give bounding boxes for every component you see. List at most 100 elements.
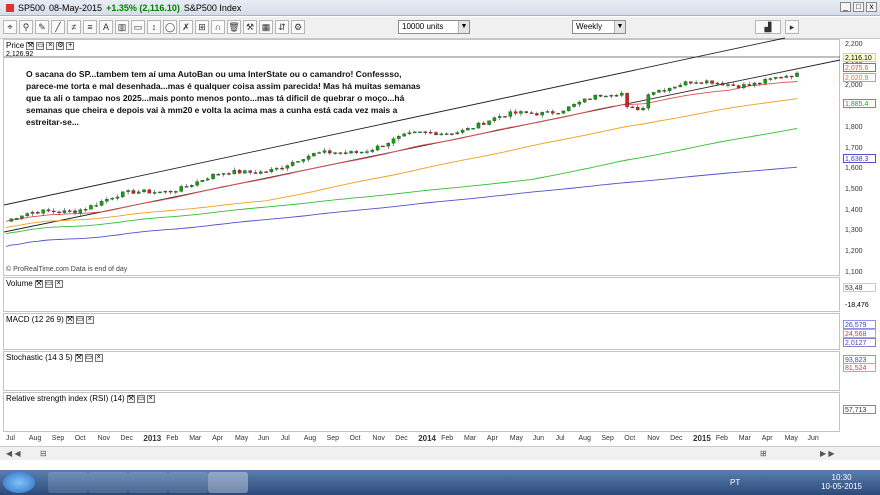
wrench-icon[interactable]: ⚒: [126, 394, 135, 403]
candle-body: [338, 152, 343, 154]
ellipse-icon[interactable]: ◯: [163, 20, 177, 34]
candle-body: [237, 170, 242, 174]
timeframe-select[interactable]: Weekly ▼: [572, 20, 626, 34]
trash-icon[interactable]: 🗑: [227, 20, 241, 34]
zoom-icon[interactable]: ⚲: [19, 20, 33, 34]
candle-body: [62, 210, 67, 213]
candle-body: [492, 117, 497, 121]
scroll-left-icon[interactable]: ◀ ◀: [6, 449, 21, 458]
price-axis-tick: 1,800: [845, 123, 863, 131]
magnet-icon[interactable]: ∩: [211, 20, 225, 34]
zoom-in-icon[interactable]: ⊞: [760, 449, 767, 458]
wrench-icon[interactable]: ⚒: [34, 279, 43, 288]
text-icon[interactable]: A: [99, 20, 113, 34]
candle-body: [344, 152, 348, 154]
wrench-icon[interactable]: ⚒: [26, 41, 35, 50]
candle-body: [52, 210, 56, 213]
close-icon[interactable]: ×: [54, 279, 63, 288]
start-button[interactable]: [3, 472, 35, 493]
candle-body: [572, 104, 576, 107]
window-icon[interactable]: ▭: [44, 279, 53, 288]
tools-icon[interactable]: ⚒: [243, 20, 257, 34]
close-icon[interactable]: ×: [94, 353, 103, 362]
scroll-right-icon[interactable]: ▶ ▶: [820, 449, 835, 458]
measure-icon[interactable]: ⊞: [195, 20, 209, 34]
channel-upper-line[interactable]: [3, 37, 786, 206]
wrench-icon[interactable]: ⚒: [74, 353, 83, 362]
language-indicator[interactable]: PT: [730, 478, 741, 487]
time-axis-label: Mar: [464, 435, 477, 442]
bars-icon[interactable]: ▥: [115, 20, 129, 34]
chart-type-icon[interactable]: ▟: [755, 20, 781, 34]
candle-body: [763, 79, 767, 84]
close-button[interactable]: x: [866, 2, 877, 12]
macd-value1: 26,579: [843, 320, 876, 329]
time-axis-label: Jun: [807, 435, 819, 442]
calculator-icon[interactable]: ▦: [259, 20, 273, 34]
time-axis-label: Nov: [647, 435, 660, 442]
pencil-icon[interactable]: ✎: [35, 20, 49, 34]
window-icon[interactable]: ▭: [36, 41, 45, 50]
units-select[interactable]: 10000 units ▼: [398, 20, 470, 34]
taskbar-firefox-icon[interactable]: [168, 472, 208, 493]
more-icon[interactable]: ▸: [785, 20, 799, 34]
wrench-icon[interactable]: ⚒: [65, 315, 74, 324]
add-icon[interactable]: +: [66, 41, 75, 50]
close-icon[interactable]: ×: [85, 315, 94, 324]
minimize-button[interactable]: _: [840, 2, 851, 12]
candle-body: [710, 80, 714, 84]
arrows-icon[interactable]: ⇵: [275, 20, 289, 34]
time-axis-label: May: [509, 435, 524, 442]
window-icon[interactable]: ▭: [136, 394, 145, 403]
taskbar-prorealtime-icon[interactable]: [208, 472, 248, 493]
chart-settings-icon[interactable]: ⚙: [291, 20, 305, 34]
window-icon[interactable]: ▭: [75, 315, 84, 324]
status-bar: ◀ ◀ ⊟ ⊞ ▶ ▶: [0, 446, 880, 460]
close-icon[interactable]: ×: [146, 394, 155, 403]
moving-average-line: [5, 128, 798, 235]
stochastic-panel-header: Stochastic (14 3 5) ⚒ ▭ ×: [6, 353, 103, 362]
line-icon[interactable]: ╱: [51, 20, 65, 34]
candle-body: [296, 161, 300, 163]
maximize-button[interactable]: □: [853, 2, 864, 12]
watermark: © ProRealTime.com Data is end of day: [6, 266, 128, 273]
time-axis-label: Jun: [257, 435, 270, 442]
taskbar-explorer-icon[interactable]: [48, 472, 88, 493]
cursor-icon[interactable]: ⌖: [3, 20, 17, 34]
taskbar-chrome-icon[interactable]: [88, 472, 128, 493]
candle-body: [795, 72, 799, 77]
price-axis-tick: 1,300: [845, 227, 863, 235]
rectangle-icon[interactable]: ▭: [131, 20, 145, 34]
moving-average-line: [5, 81, 798, 222]
arrow-icon[interactable]: ↕: [147, 20, 161, 34]
system-clock[interactable]: 10:30 10-05-2015: [821, 473, 862, 491]
taskbar-folder-icon[interactable]: [128, 472, 168, 493]
index-name: S&P500 Index: [183, 2, 242, 13]
annotation-text[interactable]: O sacana do SP...tambem tem aí uma AutoB…: [26, 69, 421, 127]
candle-body: [428, 131, 433, 134]
close-icon[interactable]: ×: [46, 41, 55, 50]
macd-value2: 24,568: [843, 329, 876, 338]
channel-icon[interactable]: ≠: [67, 20, 81, 34]
window-icon[interactable]: ▭: [84, 353, 93, 362]
candle-body: [99, 201, 104, 206]
delete-icon[interactable]: ✗: [179, 20, 193, 34]
time-axis-label: Apr: [212, 435, 223, 442]
candle-body: [402, 133, 406, 137]
ma200-box: 1,638.3: [843, 154, 876, 163]
candle-body: [195, 181, 199, 186]
time-axis-label: Oct: [74, 435, 86, 442]
zoom-out-icon[interactable]: ⊟: [40, 449, 47, 458]
candle-body: [105, 199, 109, 202]
time-axis-label: Jul: [6, 435, 15, 442]
candle-body: [566, 106, 571, 112]
candle-body: [322, 150, 327, 153]
time-axis-label: Oct: [624, 435, 636, 442]
candle-body: [731, 84, 736, 86]
candle-body: [200, 179, 205, 182]
settings-icon[interactable]: ⚙: [56, 41, 65, 50]
candle-body: [253, 172, 258, 174]
candle-body: [25, 213, 29, 217]
time-axis-label: Sep: [51, 435, 65, 442]
fibonacci-icon[interactable]: ≡: [83, 20, 97, 34]
